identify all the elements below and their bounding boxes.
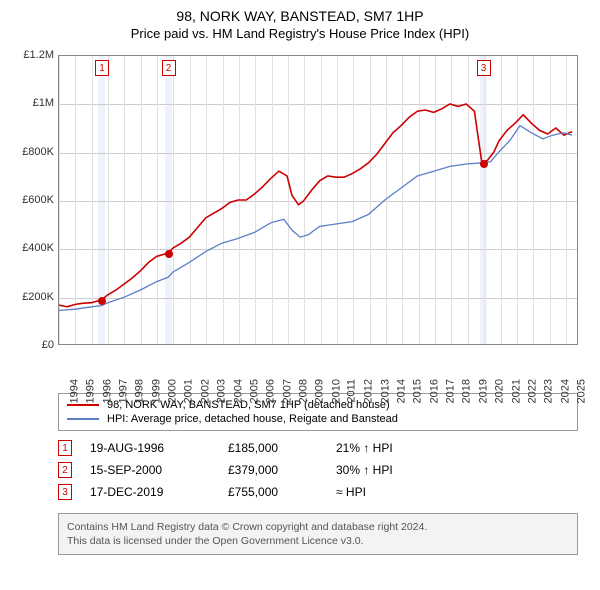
x-tick-label: 2008 (297, 379, 309, 403)
sale-note-row: 2 15-SEP-2000 £379,000 30% ↑ HPI (58, 459, 578, 481)
x-tick-label: 2021 (510, 379, 522, 403)
marker-dot (98, 297, 106, 305)
x-tick-label: 1999 (150, 379, 162, 403)
x-tick-label: 2012 (363, 379, 375, 403)
note-diff: ≈ HPI (336, 485, 446, 499)
note-marker-icon: 1 (58, 440, 72, 456)
x-tick-label: 2001 (183, 379, 195, 403)
note-date: 19-AUG-1996 (90, 441, 210, 455)
legend-swatch (67, 404, 99, 406)
marker-box: 3 (477, 60, 491, 76)
note-marker-icon: 3 (58, 484, 72, 500)
y-tick-label: £400K (10, 242, 54, 254)
x-tick-label: 2004 (232, 379, 244, 403)
x-tick-label: 1997 (118, 379, 130, 403)
attribution-line: This data is licensed under the Open Gov… (67, 534, 569, 548)
x-tick-label: 2007 (281, 379, 293, 403)
note-price: £379,000 (228, 463, 318, 477)
x-tick-label: 2005 (248, 379, 260, 403)
note-price: £755,000 (228, 485, 318, 499)
marker-box: 2 (162, 60, 176, 76)
plot-area: 1 2 3 (58, 55, 578, 345)
legend-item: HPI: Average price, detached house, Reig… (67, 412, 569, 426)
chart-subtitle: Price paid vs. HM Land Registry's House … (10, 26, 590, 41)
note-date: 17-DEC-2019 (90, 485, 210, 499)
x-tick-label: 1998 (134, 379, 146, 403)
x-tick-label: 2016 (428, 379, 440, 403)
line-layer (59, 56, 577, 344)
x-tick-label: 2011 (346, 379, 358, 403)
x-tick-label: 2014 (396, 379, 408, 403)
x-tick-label: 2003 (216, 379, 228, 403)
x-tick-label: 2002 (199, 379, 211, 403)
x-tick-label: 2010 (330, 379, 342, 403)
legend-swatch (67, 418, 99, 420)
chart-box: £0£200K£400K£600K£800K£1M£1.2M 123 19941… (10, 49, 586, 389)
x-tick-label: 1995 (85, 379, 97, 403)
x-tick-label: 2018 (461, 379, 473, 403)
x-tick-label: 1996 (101, 379, 113, 403)
y-tick-label: £200K (10, 291, 54, 303)
x-tick-label: 2000 (167, 379, 179, 403)
attribution-line: Contains HM Land Registry data © Crown c… (67, 520, 569, 534)
x-tick-label: 2023 (543, 379, 555, 403)
y-tick-label: £800K (10, 146, 54, 158)
x-tick-label: 2017 (445, 379, 457, 403)
chart-container: 98, NORK WAY, BANSTEAD, SM7 1HP Price pa… (0, 0, 600, 563)
series-line-price_paid (59, 104, 572, 307)
note-price: £185,000 (228, 441, 318, 455)
x-tick-label: 2022 (526, 379, 538, 403)
x-tick-label: 2015 (412, 379, 424, 403)
x-tick-label: 2009 (314, 379, 326, 403)
x-tick-label: 2025 (575, 379, 587, 403)
note-diff: 21% ↑ HPI (336, 441, 446, 455)
y-tick-label: £1M (10, 97, 54, 109)
legend-label: HPI: Average price, detached house, Reig… (107, 413, 398, 425)
note-date: 15-SEP-2000 (90, 463, 210, 477)
x-tick-label: 2020 (494, 379, 506, 403)
x-tick-label: 2013 (379, 379, 391, 403)
note-marker-icon: 2 (58, 462, 72, 478)
marker-box: 1 (95, 60, 109, 76)
marker-dot (165, 250, 173, 258)
chart-title: 98, NORK WAY, BANSTEAD, SM7 1HP (10, 8, 590, 24)
sale-note-row: 1 19-AUG-1996 £185,000 21% ↑ HPI (58, 437, 578, 459)
x-tick-label: 2006 (265, 379, 277, 403)
attribution-box: Contains HM Land Registry data © Crown c… (58, 513, 578, 555)
series-line-hpi (59, 126, 572, 311)
marker-dot (480, 160, 488, 168)
y-tick-label: £1.2M (10, 49, 54, 61)
y-tick-label: £0 (10, 339, 54, 351)
y-tick-label: £600K (10, 194, 54, 206)
x-tick-label: 2019 (477, 379, 489, 403)
x-tick-label: 1994 (68, 379, 80, 403)
sale-notes: 1 19-AUG-1996 £185,000 21% ↑ HPI 2 15-SE… (58, 437, 578, 503)
sale-note-row: 3 17-DEC-2019 £755,000 ≈ HPI (58, 481, 578, 503)
x-tick-label: 2024 (559, 379, 571, 403)
note-diff: 30% ↑ HPI (336, 463, 446, 477)
